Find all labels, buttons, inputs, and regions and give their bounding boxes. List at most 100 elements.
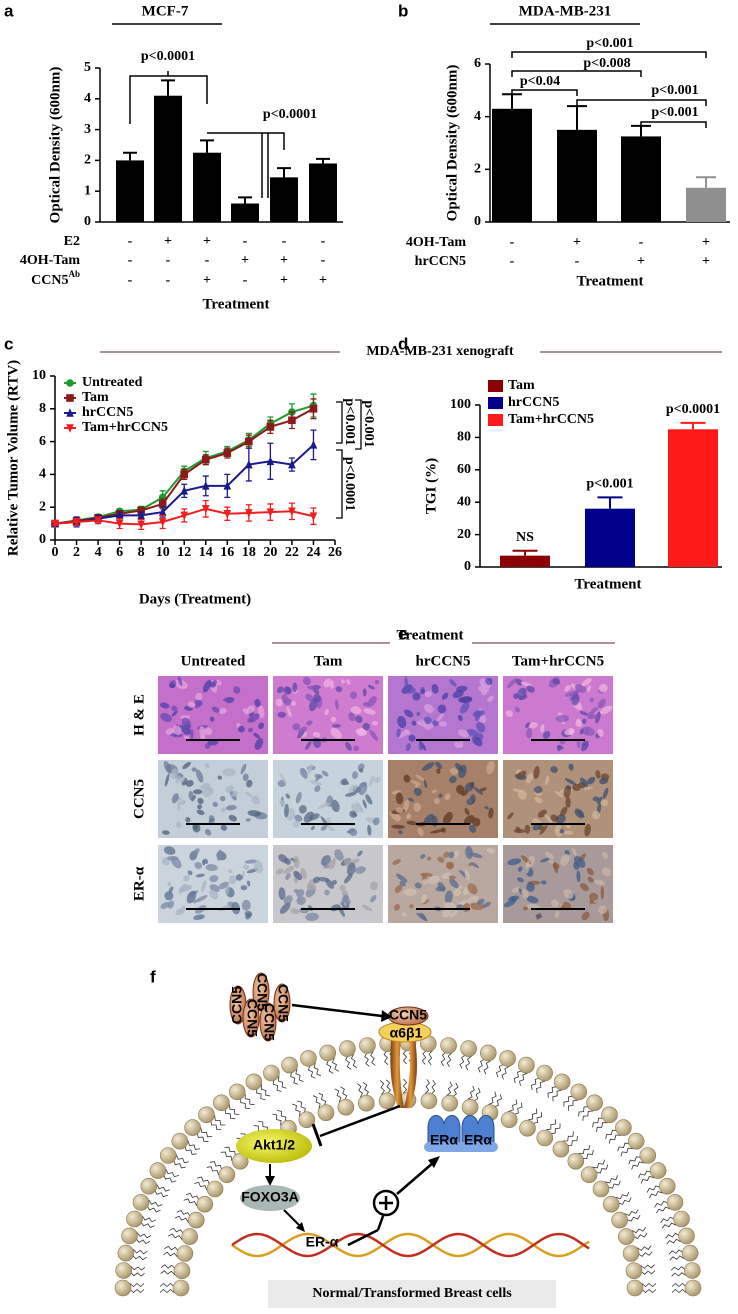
cell <box>466 729 479 737</box>
cell <box>279 772 287 784</box>
y-tick-label: 6 <box>474 56 481 71</box>
cell <box>517 687 527 699</box>
lipid-head <box>337 1098 355 1116</box>
cell <box>486 847 495 854</box>
y-axis-label: Relative Tumor Volume (RTV) <box>5 360 21 556</box>
lipid-head <box>602 1195 620 1213</box>
cell <box>247 810 262 817</box>
cell <box>535 914 543 919</box>
lipid-head <box>114 1279 132 1297</box>
cell <box>195 873 205 878</box>
receptor <box>461 1115 495 1149</box>
marker <box>266 508 275 517</box>
x-tick-label: 22 <box>285 545 299 560</box>
cell <box>574 684 587 693</box>
lipid-head <box>611 1211 629 1229</box>
treatment-sign: + <box>319 273 327 288</box>
micrograph <box>158 676 268 754</box>
er-receptors: ERα ERα <box>424 1115 498 1152</box>
lipid-head <box>378 1092 396 1110</box>
cell <box>403 888 417 897</box>
lipid-head <box>678 1227 695 1245</box>
cell <box>554 910 560 919</box>
cell <box>243 864 250 870</box>
lipid-head <box>357 1094 375 1112</box>
cell <box>418 742 423 751</box>
error-bar <box>597 496 623 509</box>
cell <box>550 814 559 822</box>
marker <box>137 510 145 520</box>
annotation: p<0.0001 <box>263 107 317 122</box>
cell <box>464 870 470 881</box>
cell <box>344 873 353 884</box>
cell <box>183 875 190 882</box>
cell <box>290 908 300 915</box>
micrograph <box>158 845 268 923</box>
cell <box>283 865 295 874</box>
cell <box>448 875 456 880</box>
cell <box>244 910 253 918</box>
annotation: NS <box>516 530 534 545</box>
x-tick-label: 2 <box>73 545 80 560</box>
x-tick-label: 12 <box>177 545 191 560</box>
cell <box>163 846 176 855</box>
cell <box>586 867 594 876</box>
cell <box>525 722 531 728</box>
bar <box>585 508 635 567</box>
micrograph <box>503 760 613 838</box>
bracket <box>207 132 285 198</box>
x-tick-label: 8 <box>138 545 145 560</box>
cell <box>325 879 335 889</box>
cell <box>349 691 358 699</box>
cell <box>571 683 577 689</box>
treatment-sign: - <box>128 234 133 249</box>
bracket <box>511 70 642 77</box>
arrowhead <box>265 1176 275 1186</box>
cell <box>584 823 591 837</box>
cell <box>435 761 443 770</box>
arrow <box>283 1209 301 1227</box>
cell <box>246 705 255 714</box>
treatment-sign: + <box>203 234 211 249</box>
cell <box>228 869 233 874</box>
cell <box>463 815 475 825</box>
annotation: p<0.001 <box>651 83 698 98</box>
cell <box>334 699 339 710</box>
cell <box>525 860 530 874</box>
cell <box>275 868 284 875</box>
lipid-head <box>188 1211 205 1229</box>
cell <box>354 866 366 874</box>
cell <box>202 679 212 693</box>
cell <box>576 870 581 883</box>
error-bar <box>567 105 587 130</box>
cell <box>424 691 432 698</box>
x-tick-label: 4 <box>95 545 102 560</box>
treatment-sign: - <box>282 234 287 249</box>
cell <box>396 873 408 883</box>
annotation: p<0.001 <box>342 398 357 445</box>
treatment-name: 4OH-Tam <box>20 253 80 268</box>
cell <box>540 880 547 885</box>
bar <box>116 160 144 222</box>
cell <box>238 725 245 733</box>
cell <box>540 724 545 733</box>
y-tick-label: 5 <box>84 60 91 75</box>
lipid-head <box>460 1040 477 1057</box>
cell <box>220 807 226 813</box>
lipid-head <box>627 1132 645 1150</box>
cell <box>160 712 172 723</box>
cell <box>181 717 192 730</box>
cell <box>403 774 411 783</box>
lipid-head <box>673 1210 690 1228</box>
cell <box>305 693 314 702</box>
cell <box>595 770 601 779</box>
cell <box>175 821 182 828</box>
y-tick-label: 0 <box>84 214 91 229</box>
y-tick-label: 4 <box>39 467 46 482</box>
cell <box>172 725 182 735</box>
cell <box>410 780 422 786</box>
cell <box>285 686 291 694</box>
cell <box>369 729 379 741</box>
y-tick-label: 20 <box>457 527 471 542</box>
error-bar <box>238 196 252 204</box>
